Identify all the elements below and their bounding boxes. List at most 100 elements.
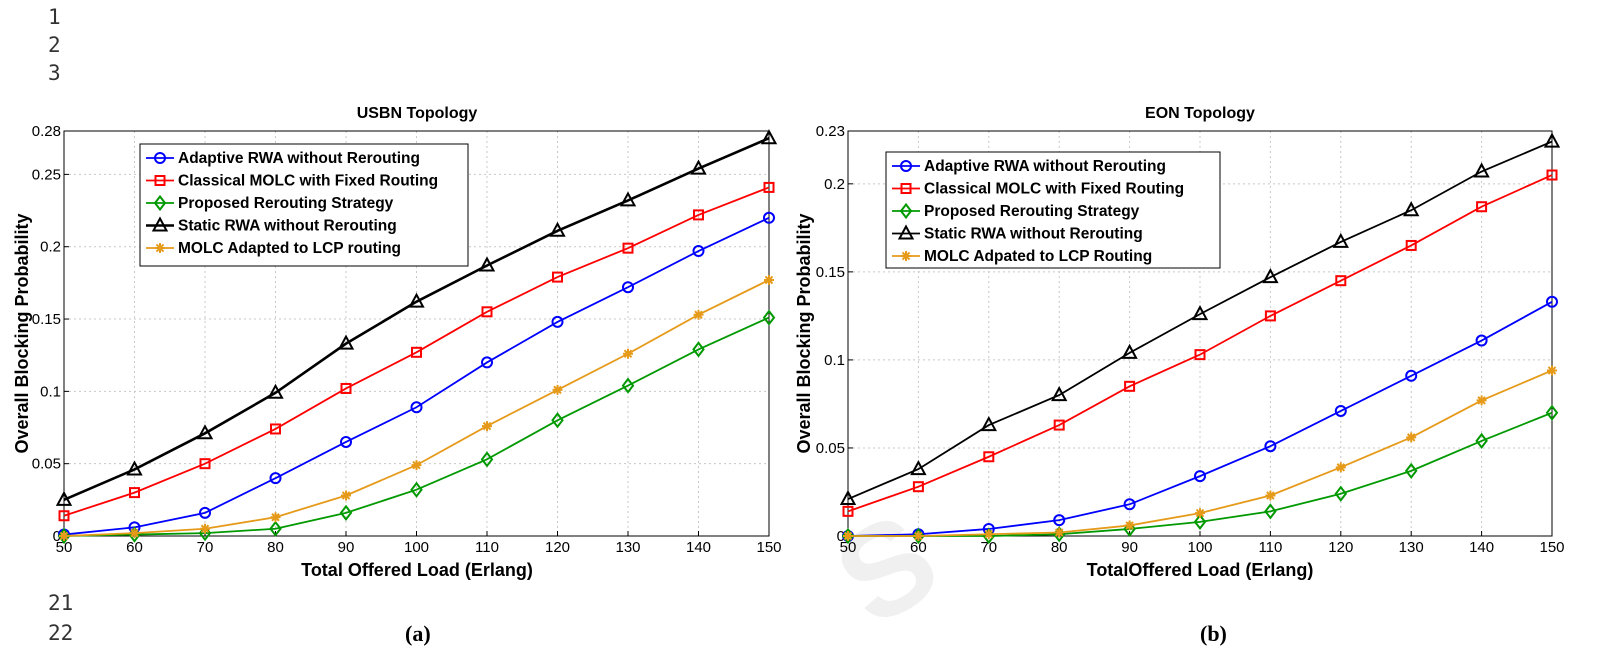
data-point: [1404, 462, 1418, 479]
data-point: [1264, 310, 1276, 322]
y-tick-label: 0.1: [40, 383, 61, 400]
x-tick-label: 60: [126, 539, 143, 556]
legend-label: Proposed Rerouting Strategy: [924, 203, 1140, 220]
data-point: [340, 382, 352, 394]
legend-label: Static RWA without Rerouting: [924, 226, 1143, 243]
data-point: [478, 256, 496, 272]
y-tick-label: 0.05: [816, 440, 845, 457]
x-tick-label: 110: [1258, 539, 1282, 556]
data-point: [1264, 440, 1277, 453]
series-star: [843, 365, 1557, 541]
legend-marker: [155, 243, 165, 253]
x-tick-label: 60: [910, 539, 927, 556]
caption-b: (b): [1200, 621, 1227, 646]
line-number: 22: [48, 621, 74, 645]
data-point: [200, 523, 210, 534]
data-point: [552, 271, 563, 283]
data-point: [1476, 395, 1487, 406]
y-axis-label: Overall Blocking Probability: [12, 213, 32, 453]
x-tick-label: 150: [756, 539, 781, 556]
data-point: [1123, 520, 1136, 538]
data-point: [1195, 508, 1205, 519]
data-point: [693, 309, 704, 320]
data-point: [269, 472, 282, 485]
data-point: [983, 529, 994, 540]
caption-a: (a): [405, 621, 431, 646]
y-tick-label: 0.28: [32, 123, 61, 140]
legend-label: Proposed Rerouting Strategy: [178, 195, 394, 212]
chart-title: EON Topology: [1145, 105, 1255, 122]
data-point: [839, 489, 857, 506]
data-point: [408, 292, 425, 308]
x-tick-label: 110: [475, 539, 499, 556]
data-point: [126, 460, 143, 476]
data-point: [1334, 485, 1348, 502]
data-point: [481, 306, 493, 318]
data-point: [481, 356, 493, 369]
line-number: 2: [48, 33, 61, 57]
data-point: [1403, 201, 1420, 217]
x-tick-label: 80: [1051, 539, 1068, 556]
legend-marker: [900, 160, 912, 172]
y-tick-label: 0: [837, 528, 845, 545]
data-point: [1405, 369, 1418, 382]
data-point: [912, 481, 924, 493]
legend-label: MOLC Adapted to LCP routing: [178, 240, 401, 257]
data-point: [1194, 349, 1206, 361]
x-tick-label: 80: [267, 539, 284, 556]
legend-label: Adaptive RWA without Rerouting: [178, 150, 420, 167]
data-point: [619, 191, 637, 207]
line-number: 3: [48, 61, 61, 85]
data-point: [341, 490, 351, 501]
data-point: [980, 415, 997, 432]
legend-box: [885, 151, 1221, 269]
x-tick-label: 150: [1539, 539, 1564, 556]
y-tick-label: 0.2: [40, 239, 61, 256]
data-point: [1332, 232, 1349, 248]
data-point: [1191, 305, 1209, 321]
series-line: [847, 140, 1553, 500]
data-point: [549, 221, 566, 237]
data-point: [1051, 386, 1068, 402]
x-tick-label: 130: [615, 539, 640, 556]
data-point: [267, 383, 284, 399]
chart-usbn: 50 60 70 80 90 100 110 120 130 140 150 0 0.05 0.1 0.15…: [12, 105, 782, 580]
data-point: [1546, 295, 1558, 308]
y-tick-label: 0.23: [816, 123, 845, 140]
data-point: [1335, 462, 1346, 473]
data-point: [1334, 404, 1347, 417]
data-point: [340, 435, 352, 448]
data-point: [129, 487, 140, 499]
series-line: [63, 186, 770, 517]
data-point: [690, 159, 707, 175]
data-point: [1406, 432, 1417, 443]
data-point: [1124, 380, 1136, 392]
data-point: [1547, 365, 1557, 376]
legend-label: Classical MOLC with Fixed Routing: [924, 181, 1184, 198]
data-point: [482, 421, 492, 432]
y-tick-label: 0.2: [824, 176, 845, 193]
data-point: [55, 490, 73, 506]
data-point: [693, 209, 704, 221]
line-number: 21: [48, 591, 74, 615]
data-point: [337, 334, 355, 350]
y-tick-label: 0.25: [32, 166, 61, 183]
x-axis-label: TotalOffered Load (Erlang): [1087, 560, 1314, 580]
x-tick-label: 120: [545, 539, 570, 556]
legend-marker: [153, 194, 167, 212]
x-tick-label: 140: [686, 539, 711, 556]
x-tick-label: 120: [1328, 539, 1353, 556]
data-point: [1264, 503, 1277, 520]
data-point: [1543, 132, 1561, 148]
data-point: [763, 181, 775, 193]
data-point: [1194, 470, 1206, 483]
data-point: [1335, 275, 1347, 287]
series-line: [847, 174, 1553, 513]
data-point: [1265, 490, 1276, 501]
data-point: [551, 412, 564, 429]
data-point: [1476, 201, 1488, 213]
data-point: [913, 531, 924, 541]
data-point: [1546, 169, 1558, 181]
data-point: [623, 348, 633, 359]
data-point: [910, 459, 927, 476]
